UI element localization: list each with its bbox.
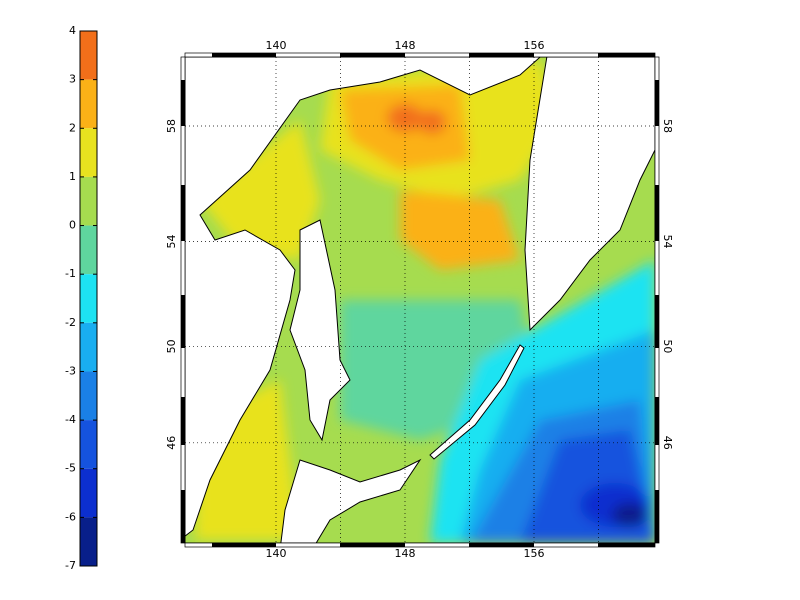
colorbar-tick-label: 4 — [69, 24, 76, 37]
lat-label-right: 46 — [661, 436, 674, 450]
colorbar-frame — [79, 30, 98, 567]
kuril-islands — [429, 344, 525, 460]
colorbar-segment — [80, 79, 97, 129]
colorbar-tick-label: 2 — [69, 121, 76, 134]
colorbar-tick-label: 1 — [69, 170, 76, 183]
lat-label-left: 46 — [165, 436, 178, 450]
field-patch — [200, 120, 320, 260]
colorbar-tick-label: -2 — [65, 316, 76, 329]
frame-scale-bars — [180, 52, 660, 548]
field-patch — [400, 190, 520, 270]
kamchatka — [524, 57, 655, 332]
mainland — [185, 57, 541, 537]
colorbar-segment — [80, 225, 97, 275]
colorbar-tick-label: -1 — [65, 267, 76, 280]
lat-label-left: 54 — [165, 234, 178, 248]
colorbar-segment — [80, 31, 97, 80]
colorbar-tick-label: 0 — [69, 219, 76, 232]
lon-label-bottom: 140 — [266, 547, 287, 560]
colorbar: 4 3 2 1 0 -1 -2 -3 -4 -5 -6 -7 — [65, 24, 98, 572]
lat-label-right: 50 — [661, 339, 674, 353]
colorbar-tick-label: -4 — [65, 413, 76, 426]
lat-label-left: 50 — [165, 339, 178, 353]
lat-label-right: 58 — [661, 119, 674, 133]
lon-label-bottom: 148 — [395, 547, 416, 560]
field-patches — [195, 60, 655, 543]
colorbar-tick-label: -3 — [65, 364, 76, 377]
lon-label-top: 156 — [524, 39, 545, 52]
colorbar-segment — [80, 420, 97, 469]
colorbar-segment — [80, 468, 97, 518]
field-patch — [418, 110, 446, 134]
colorbar-tick-label: -5 — [65, 462, 76, 475]
lat-label-right: 54 — [661, 234, 674, 248]
hokkaido — [280, 458, 422, 543]
colorbar-tick-label: -6 — [65, 510, 76, 523]
sakhalin — [289, 219, 351, 442]
colorbar-segment — [80, 322, 97, 372]
colorbar-segment — [80, 176, 97, 226]
colorbar-segment — [80, 517, 97, 566]
colorbar-segment — [80, 274, 97, 323]
lon-label-top: 148 — [395, 39, 416, 52]
lon-label-bottom: 156 — [524, 547, 545, 560]
lon-label-top: 140 — [266, 39, 287, 52]
colorbar-segment — [80, 128, 97, 177]
lat-label-left: 58 — [165, 119, 178, 133]
colorbar-segment — [80, 371, 97, 421]
colorbar-tick-label: 3 — [69, 73, 76, 86]
graticule: 140 140 148 148 156 156 58 58 54 54 50 50 46 46 — [165, 39, 674, 560]
anomaly-field — [185, 57, 655, 543]
colorbar-tick-label: -7 — [65, 559, 76, 572]
field-patch — [612, 503, 648, 527]
